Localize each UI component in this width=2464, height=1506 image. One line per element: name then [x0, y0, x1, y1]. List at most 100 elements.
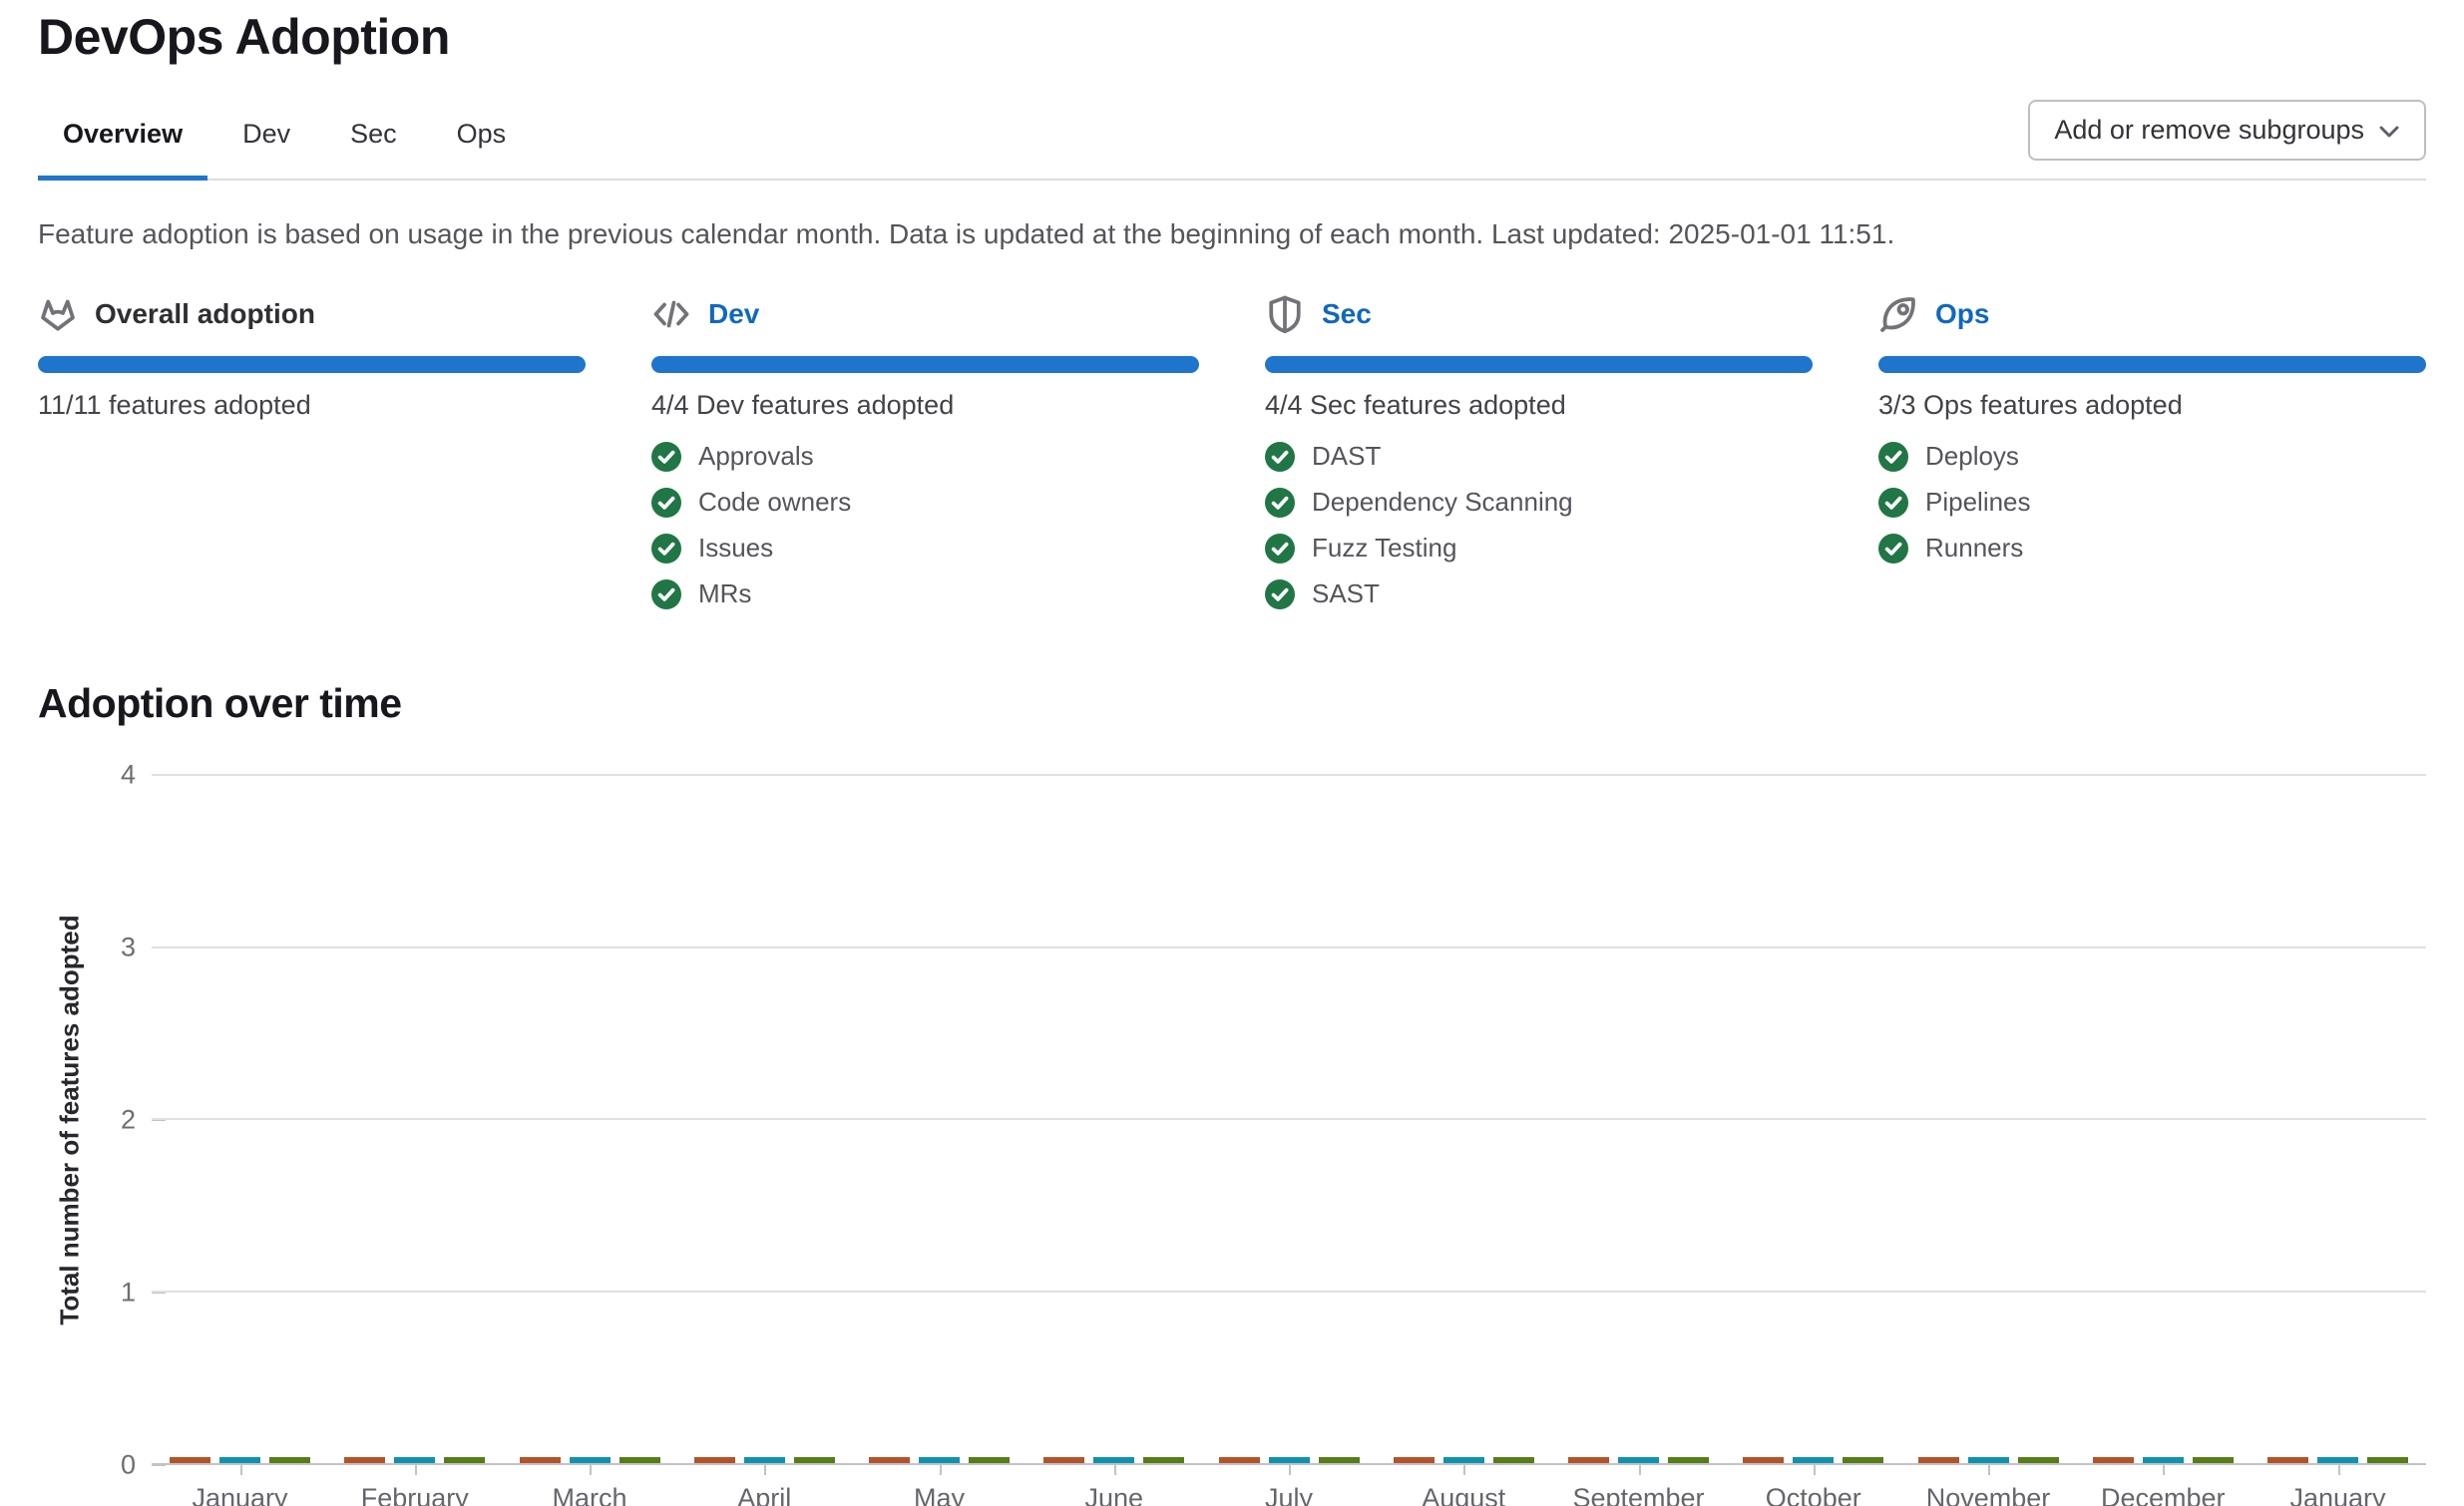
- ops-bar[interactable]: [1668, 1457, 1709, 1463]
- feature-item: Deploys: [1878, 441, 2426, 472]
- ops-bar[interactable]: [444, 1457, 486, 1463]
- ops-bar[interactable]: [1318, 1457, 1360, 1463]
- feature-item-label: Issues: [698, 533, 774, 563]
- page-title: DevOps Adoption: [38, 9, 450, 65]
- x-tick-label: June: [1043, 1465, 1184, 1506]
- feature-item-label: Fuzz Testing: [1312, 533, 1457, 563]
- card-sec: Sec 4/4 Sec features adopted DAST Depende…: [1265, 294, 1813, 624]
- chevron-down-icon: [2379, 126, 2399, 138]
- dev-bar[interactable]: [344, 1457, 386, 1463]
- dev-bar[interactable]: [693, 1457, 735, 1463]
- feature-item: SAST: [1265, 578, 1813, 609]
- x-tick-mark: [1813, 1465, 1816, 1475]
- sec-bar[interactable]: [743, 1457, 785, 1463]
- sec-bar[interactable]: [1967, 1457, 2009, 1463]
- y-axis-labels: 0 1 2 3 4: [102, 760, 166, 1480]
- dev-bar[interactable]: [1393, 1457, 1435, 1463]
- bar-group-july: [1218, 1457, 1360, 1463]
- x-tick-label: August: [1394, 1465, 1534, 1506]
- ops-bar[interactable]: [2192, 1457, 2234, 1463]
- add-remove-subgroups-label: Add or remove subgroups: [2054, 115, 2364, 145]
- ops-bar[interactable]: [1843, 1457, 1884, 1463]
- chart-plot: [152, 774, 2426, 1465]
- dev-bar[interactable]: [2267, 1457, 2308, 1463]
- feature-item-label: Deploys: [1925, 441, 2019, 471]
- feature-item-label: MRs: [698, 578, 752, 608]
- dev-title-link[interactable]: Dev: [708, 298, 760, 329]
- ops-bar[interactable]: [2017, 1457, 2059, 1463]
- sec-bar[interactable]: [219, 1457, 260, 1463]
- ops-bar[interactable]: [2367, 1457, 2408, 1463]
- sec-bar[interactable]: [2317, 1457, 2358, 1463]
- dev-bar[interactable]: [1568, 1457, 1609, 1463]
- sec-bar[interactable]: [919, 1457, 960, 1463]
- sec-bar[interactable]: [394, 1457, 436, 1463]
- sec-bar[interactable]: [1793, 1457, 1835, 1463]
- tabs: Overview Dev Sec Ops: [38, 101, 531, 181]
- dev-bar[interactable]: [1218, 1457, 1260, 1463]
- y-tick-label: 2: [120, 1104, 136, 1135]
- check-circle-icon: [1265, 533, 1295, 564]
- ops-bar[interactable]: [618, 1457, 660, 1463]
- feature-item: Issues: [651, 533, 1199, 564]
- dev-bar[interactable]: [170, 1457, 210, 1463]
- y-tick-mark: [152, 1464, 166, 1466]
- sec-bar[interactable]: [1442, 1457, 1484, 1463]
- sec-bar[interactable]: [569, 1457, 611, 1463]
- gridline: [152, 945, 2426, 948]
- bar-group-september: [1568, 1457, 1709, 1463]
- dev-bar[interactable]: [2092, 1457, 2134, 1463]
- sec-bar[interactable]: [1093, 1457, 1135, 1463]
- sec-bar[interactable]: [1618, 1457, 1659, 1463]
- ops-bar[interactable]: [1143, 1457, 1185, 1463]
- dev-bar[interactable]: [1743, 1457, 1785, 1463]
- tab-bar: Overview Dev Sec Ops Add or remove subgr…: [38, 100, 2426, 181]
- ops-bar[interactable]: [1492, 1457, 1534, 1463]
- feature-item-label: SAST: [1312, 578, 1380, 608]
- x-tick-mark: [590, 1465, 592, 1475]
- ops-feature-list: Deploys Pipelines Runners: [1878, 441, 2426, 564]
- feature-item: Dependency Scanning: [1265, 487, 1813, 518]
- y-tick-label: 0: [120, 1449, 136, 1480]
- tab-sec[interactable]: Sec: [350, 119, 397, 149]
- tab-ops[interactable]: Ops: [456, 119, 507, 149]
- overall-count-label: 11/11 features adopted: [38, 390, 311, 420]
- x-tick-mark: [414, 1465, 417, 1475]
- ops-bar[interactable]: [969, 1457, 1010, 1463]
- rocket-icon: [1880, 297, 1915, 332]
- ops-title-link[interactable]: Ops: [1935, 298, 1990, 329]
- feature-item: Fuzz Testing: [1265, 533, 1813, 564]
- bar-group-october: [1743, 1457, 1884, 1463]
- sec-bar[interactable]: [2142, 1457, 2184, 1463]
- gridline: [152, 774, 2426, 776]
- bar-group-may: [869, 1457, 1010, 1463]
- check-circle-icon: [1878, 533, 1908, 564]
- dev-bar[interactable]: [1917, 1457, 1959, 1463]
- feature-item-label: Dependency Scanning: [1312, 487, 1573, 517]
- code-icon: [653, 300, 689, 328]
- dev-bar[interactable]: [1043, 1457, 1085, 1463]
- chart-bars: [152, 775, 2426, 1463]
- feature-item-label: DAST: [1312, 441, 1382, 471]
- check-circle-icon: [1878, 487, 1908, 518]
- bar-group-april: [693, 1457, 835, 1463]
- x-tick-label: September: [1568, 1465, 1709, 1506]
- sec-bar[interactable]: [1268, 1457, 1310, 1463]
- x-tick-mark: [239, 1465, 242, 1475]
- y-tick-label: 3: [120, 932, 136, 962]
- x-tick-mark: [764, 1465, 767, 1475]
- tab-overview[interactable]: Overview: [38, 101, 208, 181]
- bar-group-november: [1917, 1457, 2059, 1463]
- dev-bar[interactable]: [519, 1457, 561, 1463]
- dev-bar[interactable]: [869, 1457, 910, 1463]
- bar-group-january: [170, 1457, 310, 1463]
- ops-bar[interactable]: [793, 1457, 835, 1463]
- y-tick-mark: [152, 1119, 166, 1121]
- add-remove-subgroups-button[interactable]: Add or remove subgroups: [2028, 100, 2426, 161]
- bar-group-december: [2092, 1457, 2234, 1463]
- ops-bar[interactable]: [269, 1457, 310, 1463]
- sec-title-link[interactable]: Sec: [1322, 298, 1372, 329]
- x-tick-mark: [1638, 1465, 1641, 1475]
- tab-dev[interactable]: Dev: [242, 119, 291, 149]
- x-tick-label: November: [1918, 1465, 2059, 1506]
